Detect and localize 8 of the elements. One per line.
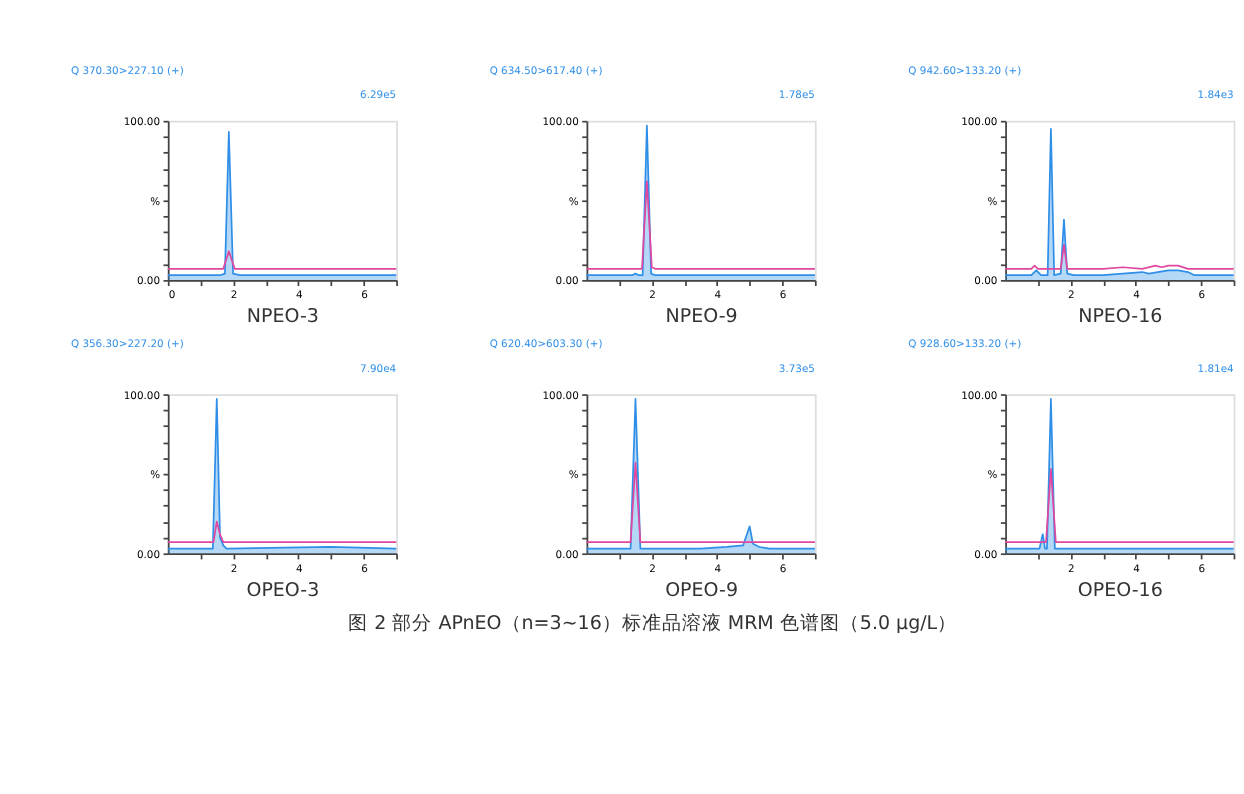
x-axis-title: NPEO-3 — [246, 306, 319, 329]
x-axis-title: OPEO-3 — [246, 579, 320, 602]
x-axis-title: OPEO-16 — [1077, 579, 1163, 602]
x-axis-title: NPEO-16 — [1078, 306, 1163, 329]
line-series — [1004, 244, 1235, 270]
x-axis-title: NPEO-9 — [665, 306, 738, 329]
caption: 图 2 部分 APnEO（n=3~16）标准品溶液 MRM 色谱图（5.0 μg/L） — [348, 610, 958, 635]
x-axis-title: OPEO-9 — [665, 579, 739, 602]
